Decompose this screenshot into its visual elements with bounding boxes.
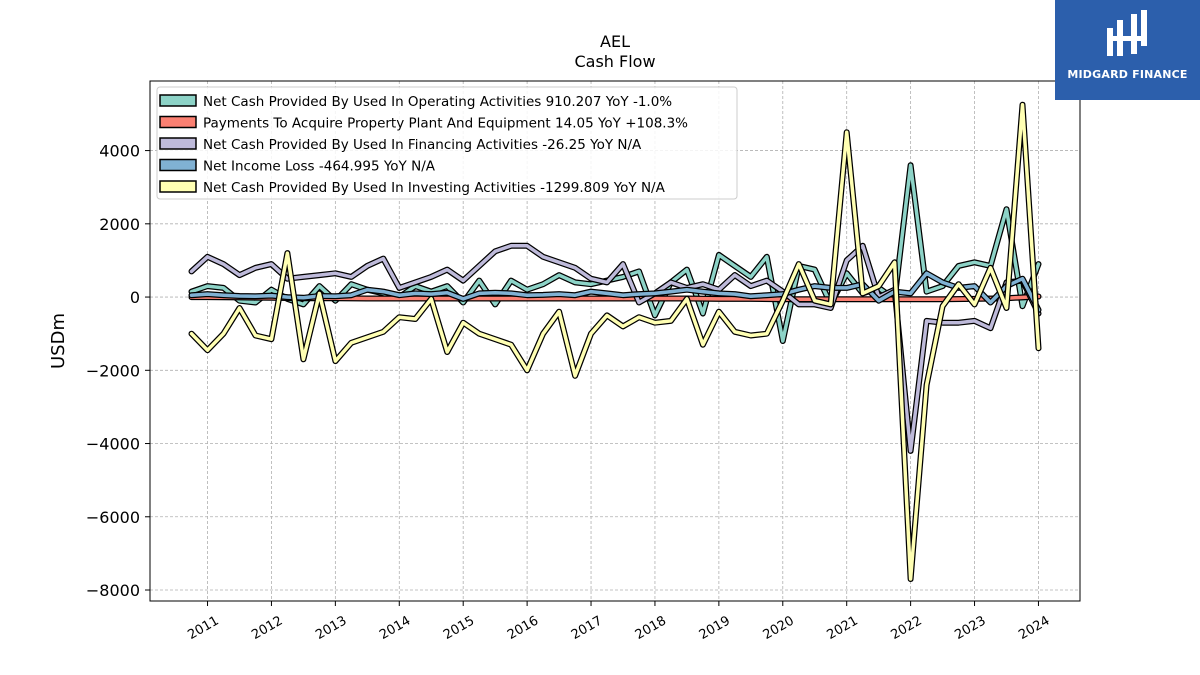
x-tick-label: 2019	[697, 613, 733, 643]
brand-name: MIDGARD FINANCE	[1067, 68, 1188, 81]
series-line-3	[188, 242, 1042, 454]
legend-label: Payments To Acquire Property Plant And E…	[203, 116, 688, 132]
y-tick-label: 2000	[99, 215, 140, 234]
x-tick-label: 2013	[313, 613, 349, 643]
x-tick-label: 2014	[377, 613, 413, 643]
legend-box	[156, 86, 738, 200]
x-tick-label: 2022	[888, 613, 924, 643]
series-line-5	[188, 101, 1042, 582]
chart-title: AEL	[600, 32, 630, 51]
series-line-stroke	[189, 103, 1041, 581]
x-tick-label: 2015	[441, 613, 477, 643]
brand-logo: MIDGARD FINANCE	[1055, 0, 1200, 100]
x-tick-label: 2011	[185, 613, 221, 643]
y-tick-label: 4000	[99, 142, 140, 161]
y-tick-label: −2000	[86, 361, 140, 380]
legend-label: Net Income Loss -464.995 YoY N/A	[203, 159, 436, 175]
legend-swatch	[159, 137, 197, 150]
x-tick-label: 2016	[505, 613, 541, 643]
x-tick-label: 2017	[569, 613, 605, 643]
midgard-logo-icon	[1107, 10, 1147, 56]
x-tick-label: 2018	[633, 613, 669, 643]
chart-subtitle: Cash Flow	[574, 52, 656, 71]
y-axis-label: USDm	[48, 313, 69, 369]
legend-swatch	[159, 94, 197, 107]
x-tick-label: 2024	[1016, 613, 1052, 643]
x-tick-label: 2021	[825, 613, 861, 643]
y-tick-label: −4000	[86, 435, 140, 454]
legend-swatch	[159, 180, 197, 193]
legend-swatch	[159, 158, 197, 172]
x-tick-label: 2012	[249, 613, 285, 643]
legend-swatch	[159, 115, 197, 129]
legend-label: Net Cash Provided By Used In Investing A…	[203, 180, 666, 196]
legend-label: Net Cash Provided By Used In Operating A…	[203, 94, 672, 110]
y-tick-label: −8000	[86, 581, 140, 600]
legend-label: Net Cash Provided By Used In Financing A…	[203, 137, 642, 153]
y-tick-label: 0	[130, 288, 140, 307]
series-lines	[188, 101, 1042, 582]
y-tick-label: −6000	[86, 508, 140, 527]
plot-frame	[149, 80, 1081, 602]
x-tick-label: 2023	[952, 613, 988, 643]
legend: Net Cash Provided By Used In Operating A…	[156, 86, 738, 200]
x-tick-label: 2020	[761, 613, 797, 643]
